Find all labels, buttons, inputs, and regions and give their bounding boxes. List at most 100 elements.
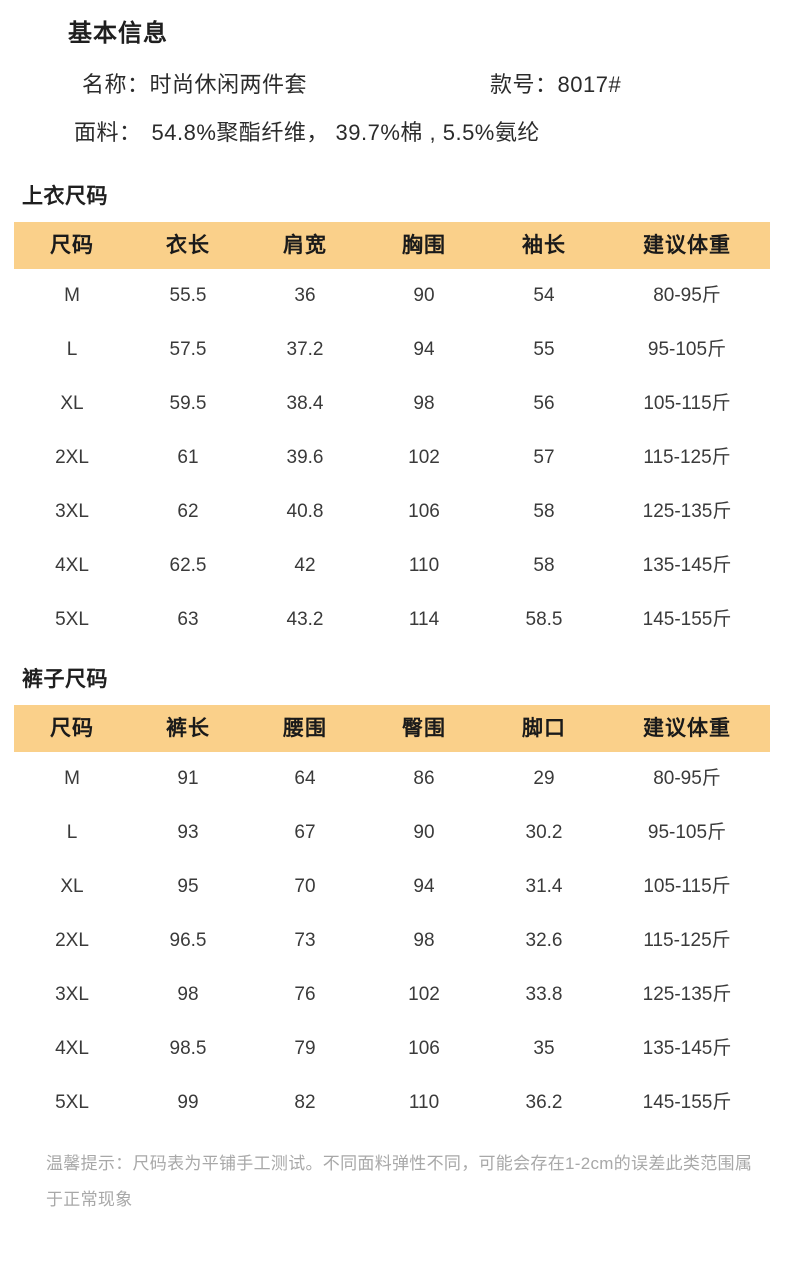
column-header-length: 衣长 bbox=[130, 222, 246, 269]
cell-weight: 80-95斤 bbox=[653, 285, 721, 306]
column-header-waist: 腰围 bbox=[246, 705, 364, 752]
cell-bust: 98 bbox=[413, 393, 435, 414]
cell-pant-length: 98 bbox=[177, 984, 199, 1005]
cell-pant-length: 93 bbox=[177, 822, 199, 843]
table-row: M 91 64 86 29 80-95斤 bbox=[14, 752, 770, 806]
table-row: L 57.5 37.2 94 55 95-105斤 bbox=[14, 323, 770, 377]
cell-shoulder: 39.6 bbox=[286, 447, 324, 468]
cell-weight: 115-125斤 bbox=[643, 447, 731, 468]
column-header-shoulder: 肩宽 bbox=[246, 222, 364, 269]
cell-waist: 67 bbox=[294, 822, 316, 843]
cell-hip: 106 bbox=[408, 1038, 440, 1059]
table-row: 4XL 62.5 42 110 58 135-145斤 bbox=[14, 539, 770, 593]
column-header-pant-length: 裤长 bbox=[130, 705, 246, 752]
cell-sleeve: 58 bbox=[533, 555, 555, 576]
cell-weight: 95-105斤 bbox=[647, 339, 727, 360]
cell-size: 4XL bbox=[55, 555, 89, 576]
cell-weight: 145-155斤 bbox=[642, 609, 732, 630]
top-size-table-body: M 55.5 36 90 54 80-95斤 L 57.5 37.2 94 55… bbox=[14, 269, 770, 647]
column-header-weight: 建议体重 bbox=[604, 222, 770, 269]
column-header-sleeve: 袖长 bbox=[484, 222, 604, 269]
cell-weight: 145-155斤 bbox=[642, 1092, 732, 1113]
cell-shoulder: 37.2 bbox=[286, 339, 324, 360]
cell-bust: 102 bbox=[408, 447, 440, 468]
cell-sleeve: 56 bbox=[533, 393, 555, 414]
cell-size: 4XL bbox=[55, 1038, 89, 1059]
column-header-bust: 胸围 bbox=[364, 222, 484, 269]
pants-size-table-title: 裤子尺码 bbox=[22, 668, 108, 691]
measurement-disclaimer-note: 温馨提示：尺码表为平铺手工测试。不同面料弹性不同，可能会存在1-2cm的误差此类… bbox=[46, 1154, 753, 1209]
cell-pant-length: 98.5 bbox=[169, 1038, 207, 1059]
cell-length: 62 bbox=[177, 501, 199, 522]
table-row: 2XL 61 39.6 102 57 115-125斤 bbox=[14, 431, 770, 485]
cell-length: 62.5 bbox=[169, 555, 207, 576]
cell-length: 59.5 bbox=[169, 393, 207, 414]
table-row: M 55.5 36 90 54 80-95斤 bbox=[14, 269, 770, 323]
cell-size: 3XL bbox=[55, 501, 89, 522]
cell-weight: 80-95斤 bbox=[653, 768, 721, 789]
fabric-row: 面料： 54.8%聚酯纤维， 39.7%棉 , 5.5%氨纶 bbox=[74, 110, 790, 156]
fabric-value: 54.8%聚酯纤维， 39.7%棉 , 5.5%氨纶 bbox=[151, 120, 540, 145]
cell-size: 3XL bbox=[55, 984, 89, 1005]
cell-weight: 95-105斤 bbox=[647, 822, 727, 843]
cell-bust: 114 bbox=[408, 609, 440, 630]
cell-length: 63 bbox=[177, 609, 199, 630]
cell-size: 5XL bbox=[55, 609, 89, 630]
cell-hip: 98 bbox=[413, 930, 435, 951]
table-row: L 93 67 90 30.2 95-105斤 bbox=[14, 806, 770, 860]
cell-bust: 90 bbox=[413, 285, 435, 306]
style-number-group: 款号：8017# bbox=[490, 62, 621, 108]
cell-sleeve: 58 bbox=[533, 501, 555, 522]
product-name-value: 时尚休闲两件套 bbox=[149, 72, 308, 97]
cell-pant-length: 99 bbox=[177, 1092, 199, 1113]
cell-hem: 32.6 bbox=[525, 930, 563, 951]
table-row: 3XL 62 40.8 106 58 125-135斤 bbox=[14, 485, 770, 539]
cell-bust: 106 bbox=[408, 501, 440, 522]
cell-sleeve: 55 bbox=[533, 339, 555, 360]
cell-size: XL bbox=[60, 876, 84, 897]
cell-size: L bbox=[66, 822, 78, 843]
cell-pant-length: 91 bbox=[177, 768, 199, 789]
cell-waist: 79 bbox=[294, 1038, 316, 1059]
fabric-label: 面料： bbox=[74, 120, 142, 145]
cell-waist: 76 bbox=[294, 984, 316, 1005]
cell-waist: 82 bbox=[294, 1092, 316, 1113]
table-header-row: 尺码 衣长 肩宽 胸围 袖长 建议体重 bbox=[14, 222, 770, 269]
table-row: 4XL 98.5 79 106 35 135-145斤 bbox=[14, 1022, 770, 1076]
cell-size: M bbox=[64, 285, 80, 306]
cell-hip: 86 bbox=[413, 768, 435, 789]
column-header-size: 尺码 bbox=[14, 705, 130, 752]
cell-sleeve: 58.5 bbox=[525, 609, 563, 630]
style-number-label: 款号： bbox=[490, 72, 558, 97]
cell-weight: 135-145斤 bbox=[642, 555, 732, 576]
table-row: 5XL 63 43.2 114 58.5 145-155斤 bbox=[14, 593, 770, 647]
style-number-value: 8017# bbox=[557, 72, 622, 97]
cell-waist: 73 bbox=[294, 930, 316, 951]
top-size-table-title: 上衣尺码 bbox=[22, 185, 108, 208]
cell-weight: 115-125斤 bbox=[643, 930, 731, 951]
column-header-size: 尺码 bbox=[14, 222, 130, 269]
cell-weight: 125-135斤 bbox=[642, 501, 732, 522]
cell-shoulder: 38.4 bbox=[286, 393, 324, 414]
cell-length: 57.5 bbox=[169, 339, 207, 360]
cell-hip: 110 bbox=[408, 1092, 440, 1113]
cell-sleeve: 57 bbox=[533, 447, 555, 468]
cell-size: 2XL bbox=[55, 447, 89, 468]
cell-size: XL bbox=[60, 393, 84, 414]
product-name-row: 名称：时尚休闲两件套 款号：8017# bbox=[82, 62, 790, 108]
cell-size: M bbox=[64, 768, 80, 789]
cell-shoulder: 40.8 bbox=[286, 501, 324, 522]
cell-length: 61 bbox=[177, 447, 199, 468]
pants-size-table: 尺码 裤长 腰围 臀围 脚口 建议体重 M 91 64 86 29 80-95斤… bbox=[14, 705, 770, 1130]
cell-waist: 70 bbox=[294, 876, 316, 897]
cell-shoulder: 36 bbox=[294, 285, 316, 306]
cell-waist: 64 bbox=[294, 768, 316, 789]
cell-weight: 105-115斤 bbox=[643, 393, 731, 414]
cell-pant-length: 95 bbox=[177, 876, 199, 897]
cell-hem: 30.2 bbox=[525, 822, 563, 843]
cell-hem: 33.8 bbox=[525, 984, 563, 1005]
cell-weight: 105-115斤 bbox=[643, 876, 731, 897]
column-header-hip: 臀围 bbox=[364, 705, 484, 752]
table-row: 3XL 98 76 102 33.8 125-135斤 bbox=[14, 968, 770, 1022]
